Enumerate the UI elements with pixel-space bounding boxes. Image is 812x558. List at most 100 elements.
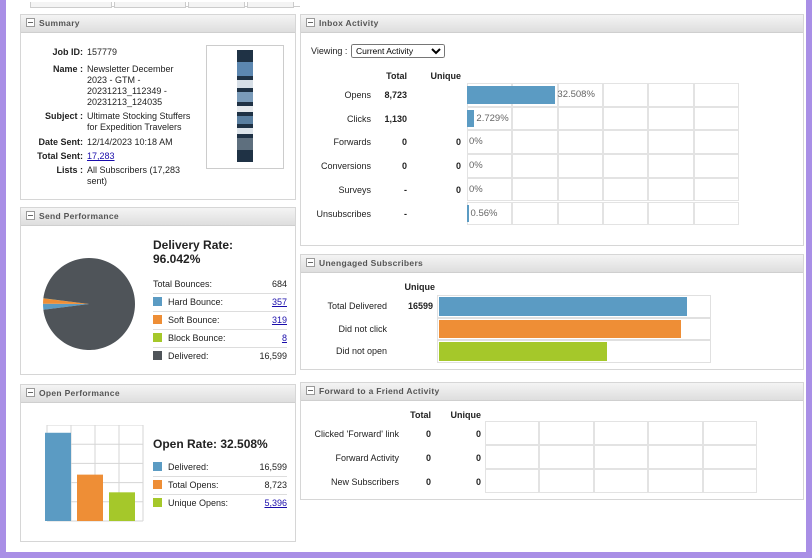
- legend-label: Total Opens:: [168, 480, 219, 490]
- total-bounces-label: Total Bounces:: [153, 279, 213, 289]
- collapse-icon[interactable]: [26, 211, 35, 220]
- forward-header[interactable]: Forward to a Friend Activity: [301, 383, 803, 401]
- pie-slice: [43, 298, 89, 304]
- activity-label: Unsubscribes: [316, 208, 371, 219]
- unengaged-header[interactable]: Unengaged Subscribers: [301, 255, 803, 273]
- collapse-icon[interactable]: [26, 388, 35, 397]
- legend-label: Hard Bounce:: [168, 297, 224, 307]
- hard-bounce-link[interactable]: 357: [271, 297, 287, 307]
- open-performance-header[interactable]: Open Performance: [21, 385, 295, 403]
- lists-value: All Subscribers (17,283 sent): [87, 165, 181, 186]
- grid-cell: [539, 469, 594, 493]
- grid-cell: [648, 154, 694, 178]
- unique-opens-link[interactable]: 5,396: [264, 498, 287, 508]
- activity-percent: 32.508%: [557, 89, 595, 100]
- subject-label: Subject :: [44, 111, 83, 121]
- legend-label: Block Bounce:: [168, 333, 226, 343]
- grid-cell: [512, 154, 558, 178]
- grid-cell: [557, 154, 603, 178]
- open-bar-chart: [45, 425, 144, 522]
- legend-row: Delivered: 16,599: [153, 459, 287, 477]
- total-sent-link[interactable]: 17,283: [87, 151, 115, 161]
- lists-label: Lists :: [56, 165, 83, 175]
- activity-label: Clicks: [347, 113, 371, 124]
- forward-label: Clicked 'Forward' link: [314, 429, 399, 439]
- collapse-icon[interactable]: [26, 18, 35, 27]
- name-value: Newsletter December 2023 - GTM - 2023121…: [87, 64, 174, 107]
- total-opens-swatch: [153, 480, 162, 489]
- grid-cell: [485, 469, 540, 493]
- legend-row: Hard Bounce: 357: [153, 294, 287, 312]
- activity-bar: [467, 204, 469, 223]
- date-sent-label: Date Sent:: [38, 137, 83, 147]
- forward-total: 0: [425, 453, 431, 463]
- viewing-select[interactable]: Current Activity: [351, 44, 445, 58]
- grid-cell: [693, 177, 739, 202]
- summary-header[interactable]: Summary: [21, 15, 295, 33]
- grid-cell: [648, 469, 703, 493]
- activity-label: Forwards: [333, 137, 371, 148]
- grid-cell: [702, 469, 757, 493]
- inbox-activity-header[interactable]: Inbox Activity: [301, 15, 803, 33]
- col-total-header: Total: [410, 410, 431, 420]
- grid-cell: [603, 106, 649, 131]
- summary-title: Summary: [39, 18, 80, 28]
- report-page: Summary Job ID: 157779 Name : Newsletter…: [6, 0, 806, 552]
- email-thumbnail[interactable]: [206, 45, 284, 169]
- inbox-activity-panel: Inbox Activity Viewing : Current Activit…: [300, 14, 804, 246]
- unique-header: Unique: [404, 282, 436, 292]
- legend-row: Total Opens: 8,723: [153, 477, 287, 495]
- open-performance-panel: Open Performance Open Rate: 32.508% Deli…: [20, 384, 296, 542]
- activity-percent: 0.56%: [470, 207, 498, 219]
- unengaged-label: Total Delivered: [327, 301, 387, 311]
- grid-cell: [648, 83, 694, 107]
- tab[interactable]: [114, 2, 186, 8]
- grid-cell: [648, 177, 694, 202]
- forward-unique: 0: [475, 429, 481, 439]
- total-sent-label: Total Sent:: [37, 151, 83, 161]
- legend-row: Block Bounce: 8: [153, 330, 287, 348]
- block-bounce-link[interactable]: 8: [281, 333, 287, 343]
- collapse-icon[interactable]: [306, 258, 315, 267]
- activity-unique: 0: [455, 137, 461, 148]
- grid-cell: [437, 295, 711, 318]
- legend-row: Soft Bounce: 319: [153, 312, 287, 330]
- tab[interactable]: [30, 2, 112, 8]
- grid-cell: [485, 421, 540, 445]
- activity-label: Surveys: [338, 184, 371, 195]
- grid-cell: [467, 177, 513, 202]
- grid-cell: [557, 177, 603, 202]
- collapse-icon[interactable]: [306, 386, 315, 395]
- activity-total: 0: [401, 161, 407, 172]
- send-performance-header[interactable]: Send Performance: [21, 208, 295, 226]
- tab[interactable]: [247, 2, 294, 8]
- unengaged-label: Did not click: [338, 323, 387, 334]
- legend-label: Unique Opens:: [168, 498, 229, 508]
- col-total-header: Total: [386, 71, 407, 81]
- forward-unique: 0: [475, 453, 481, 463]
- grid-cell: [702, 445, 757, 469]
- soft-bounce-link[interactable]: 319: [271, 315, 287, 325]
- activity-unique: 0: [455, 161, 461, 172]
- grid-cell: [603, 201, 649, 226]
- tab[interactable]: [188, 2, 245, 8]
- legend-label: Soft Bounce:: [168, 315, 220, 325]
- grid-cell: [603, 83, 649, 107]
- forward-label: New Subscribers: [330, 477, 399, 487]
- activity-total: -: [404, 184, 407, 195]
- job-id-value: 157779: [87, 47, 118, 57]
- grid-cell: [648, 130, 694, 155]
- total-bounces-value: 684: [271, 279, 287, 289]
- grid-cell: [593, 421, 649, 445]
- legend-label: Delivered:: [168, 462, 209, 472]
- block-bounce-swatch: [153, 333, 162, 342]
- activity-total: -: [404, 208, 407, 219]
- activity-percent: 2.729%: [476, 112, 509, 124]
- collapse-icon[interactable]: [306, 18, 315, 27]
- send-performance-title: Send Performance: [39, 211, 119, 221]
- forward-panel: Forward to a Friend Activity Total Uniqu…: [300, 382, 804, 500]
- grid-cell: [702, 421, 757, 445]
- delivered-value: 16,599: [259, 351, 287, 361]
- inbox-activity-title: Inbox Activity: [319, 18, 379, 28]
- forward-label: Forward Activity: [335, 453, 399, 463]
